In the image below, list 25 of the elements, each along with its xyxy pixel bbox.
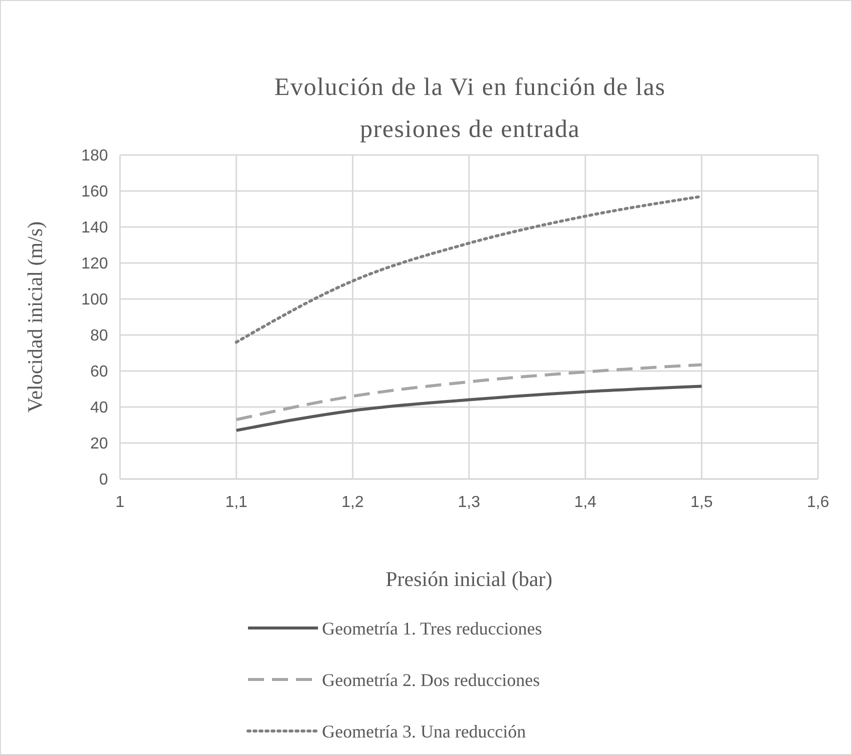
y-tick-label: 80 — [90, 328, 108, 345]
x-tick-label: 1,1 — [225, 494, 248, 511]
legend-label: Geometría 2. Dos reducciones — [322, 670, 540, 690]
y-tick-label: 60 — [90, 364, 108, 381]
y-tick-label: 100 — [81, 292, 108, 309]
legend-label: Geometría 1. Tres reducciones — [322, 618, 542, 638]
x-tick-label: 1,6 — [806, 494, 830, 511]
y-tick-label: 20 — [90, 436, 108, 453]
x-axis-title: Presión inicial (bar) — [386, 567, 552, 591]
x-tick-label: 1 — [116, 494, 125, 511]
y-tick-label: 40 — [90, 400, 108, 417]
x-tick-label: 1,5 — [690, 494, 713, 511]
line-series — [234, 384, 704, 432]
x-tick-label: 1,2 — [342, 494, 364, 511]
y-tick-label: 160 — [81, 184, 108, 201]
y-tick-label: 180 — [81, 148, 108, 165]
line-series — [234, 363, 704, 422]
legend-label: Geometría 3. Una reducción — [322, 721, 526, 742]
x-tick-label: 1,3 — [458, 494, 480, 511]
y-tick-label: 120 — [81, 256, 108, 273]
y-tick-label: 140 — [81, 220, 108, 237]
y-tick-label: 0 — [99, 472, 108, 489]
y-axis-title: Velocidad inicial (m/s) — [23, 221, 47, 413]
x-tick-label: 1,4 — [574, 494, 597, 511]
chart-title: Evolución de la Vi en función de las presiones de entrada — [274, 74, 666, 143]
